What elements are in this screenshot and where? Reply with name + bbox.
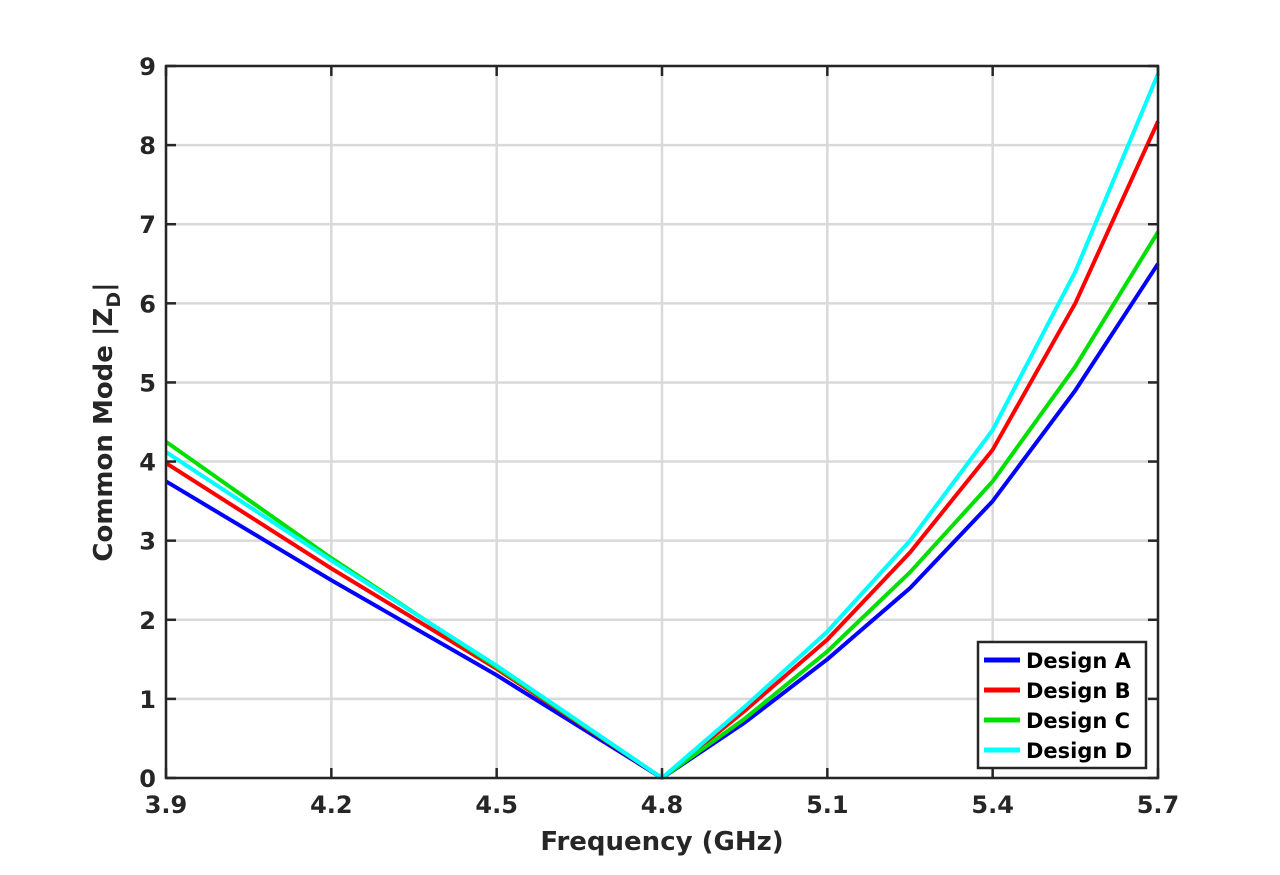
y-tick-label: 8 xyxy=(139,132,156,160)
series-lines xyxy=(164,73,1160,780)
legend-label: Design D xyxy=(1026,739,1132,763)
y-axis-title-subscript: D xyxy=(103,292,125,308)
y-tick-label: 1 xyxy=(139,686,156,714)
x-tick-label: 4.2 xyxy=(310,791,353,819)
y-tick-label: 6 xyxy=(139,290,156,318)
y-axis-title-main: Common Mode |Z xyxy=(89,308,119,562)
series-line-design-a xyxy=(164,262,1160,780)
tick-labels: 3.9 4.2 4.5 4.8 5.1 5.4 5.7 0 1 2 3 4 5 6 7 8 9 xyxy=(139,53,1179,819)
legend-label: Design A xyxy=(1026,649,1132,673)
series-line-design-d xyxy=(164,73,1160,780)
legend-label: Design C xyxy=(1026,709,1130,733)
y-axis-title: Common Mode |ZD| xyxy=(89,282,125,561)
x-tick-label: 5.7 xyxy=(1137,791,1180,819)
legend-box xyxy=(976,640,1148,770)
y-axis-title-suffix: | xyxy=(89,282,119,292)
y-tick-label: 5 xyxy=(139,369,156,397)
series-line-design-b xyxy=(164,120,1160,780)
x-tick-label: 3.9 xyxy=(145,791,188,819)
x-axis-title: Frequency (GHz) xyxy=(540,827,783,857)
y-tick-label: 7 xyxy=(139,211,156,239)
axis-ticks xyxy=(164,64,1160,780)
x-tick-label: 4.8 xyxy=(641,791,684,819)
x-tick-label: 5.4 xyxy=(971,791,1014,819)
x-tick-label: 5.1 xyxy=(806,791,849,819)
y-tick-label: 9 xyxy=(139,53,156,81)
y-tick-label: 3 xyxy=(139,528,156,556)
x-tick-label: 4.5 xyxy=(475,791,518,819)
y-tick-label: 4 xyxy=(139,449,156,477)
legend-label: Design B xyxy=(1026,679,1131,703)
legend: Design A Design B Design C Design D xyxy=(976,640,1148,770)
y-tick-label: 2 xyxy=(139,607,156,635)
y-tick-label: 0 xyxy=(139,765,156,793)
